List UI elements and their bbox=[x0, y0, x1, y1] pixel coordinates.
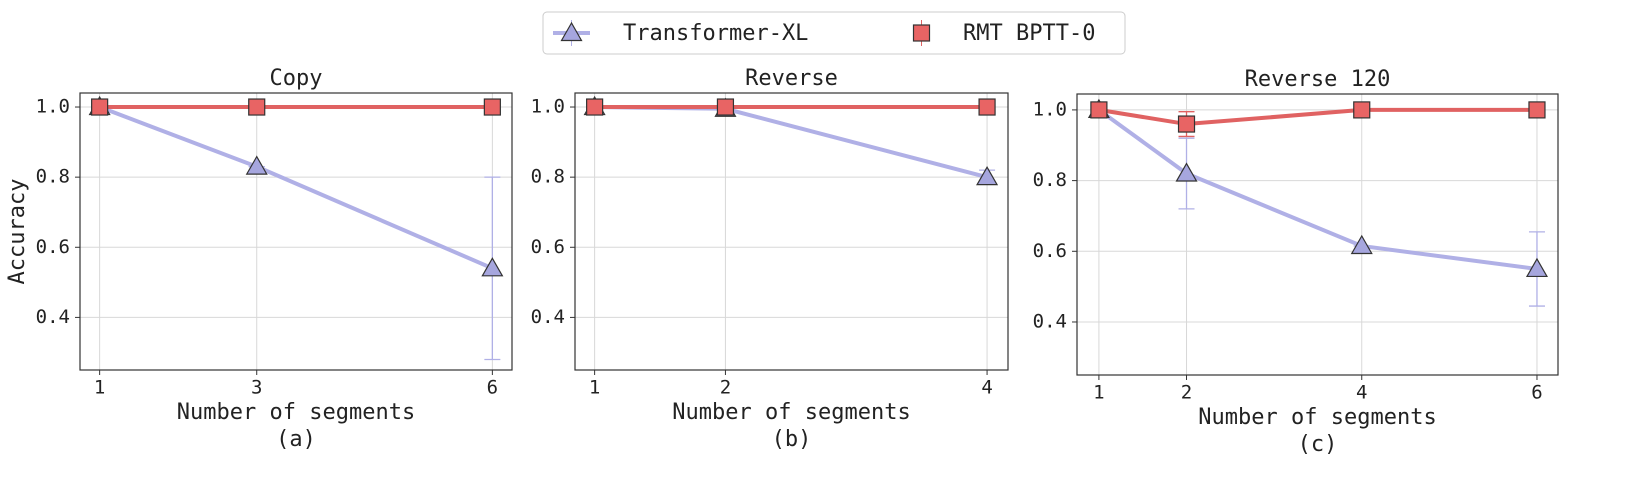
marker bbox=[1090, 101, 1108, 119]
y-tick-label: 0.4 bbox=[531, 306, 565, 328]
y-tick-label: 0.4 bbox=[36, 306, 70, 328]
marker bbox=[1528, 101, 1546, 119]
marker bbox=[716, 98, 735, 116]
marker bbox=[245, 155, 268, 175]
caption: (a) bbox=[276, 427, 316, 452]
legend-label: RMT BPTT-0 bbox=[963, 21, 1095, 46]
y-tick-label: 1.0 bbox=[1033, 98, 1067, 120]
legend-label: Transformer-XL bbox=[623, 21, 808, 46]
legend-box bbox=[542, 11, 1126, 55]
chart-title: Copy bbox=[270, 66, 323, 91]
marker bbox=[586, 98, 604, 116]
x-tick-label: 1 bbox=[1093, 382, 1104, 404]
series-line bbox=[1098, 107, 1537, 127]
series-line bbox=[594, 105, 988, 180]
marker bbox=[976, 165, 999, 186]
x-tick-label: 4 bbox=[1356, 382, 1367, 404]
x-axis-label: Number of segments bbox=[1198, 405, 1436, 430]
series-line bbox=[1097, 108, 1538, 271]
marker bbox=[1525, 257, 1549, 278]
x-tick-label: 6 bbox=[487, 377, 498, 399]
chart-title: Reverse bbox=[745, 66, 838, 91]
y-tick-label: 1.0 bbox=[531, 96, 565, 118]
x-axis-label: Number of segments bbox=[177, 400, 415, 425]
x-tick-label: 1 bbox=[94, 377, 105, 399]
y-tick-label: 1.0 bbox=[36, 96, 70, 118]
marker bbox=[978, 98, 996, 116]
y-axis-label: Accuracy bbox=[5, 179, 30, 285]
y-tick-label: 0.6 bbox=[1033, 240, 1067, 262]
marker bbox=[1177, 115, 1196, 133]
plot-frame bbox=[79, 92, 513, 371]
x-tick-label: 4 bbox=[981, 377, 992, 399]
marker bbox=[1350, 234, 1373, 255]
x-tick-label: 3 bbox=[251, 377, 262, 399]
marker bbox=[91, 98, 109, 116]
y-tick-label: 0.6 bbox=[36, 236, 70, 258]
marker bbox=[481, 257, 504, 277]
y-tick-label: 0.8 bbox=[36, 166, 70, 188]
x-tick-label: 2 bbox=[720, 377, 731, 399]
marker bbox=[248, 98, 266, 116]
y-tick-label: 0.6 bbox=[531, 236, 565, 258]
legend-marker bbox=[560, 21, 583, 42]
x-tick-label: 6 bbox=[1531, 382, 1542, 404]
x-tick-label: 1 bbox=[589, 377, 600, 399]
y-tick-label: 0.8 bbox=[1033, 169, 1067, 191]
plot-frame bbox=[1076, 93, 1559, 376]
caption: (b) bbox=[772, 427, 812, 452]
y-tick-label: 0.4 bbox=[1033, 310, 1067, 332]
x-axis-label: Number of segments bbox=[672, 400, 910, 425]
marker bbox=[1353, 101, 1371, 119]
y-tick-label: 0.8 bbox=[531, 166, 565, 188]
legend-marker bbox=[912, 24, 931, 42]
chart-title: Reverse 120 bbox=[1245, 67, 1391, 92]
series-line bbox=[98, 105, 494, 271]
plot-frame bbox=[574, 92, 1009, 371]
marker bbox=[483, 98, 501, 116]
marker bbox=[1175, 162, 1198, 182]
caption: (c) bbox=[1298, 432, 1338, 457]
x-tick-label: 2 bbox=[1181, 382, 1192, 404]
